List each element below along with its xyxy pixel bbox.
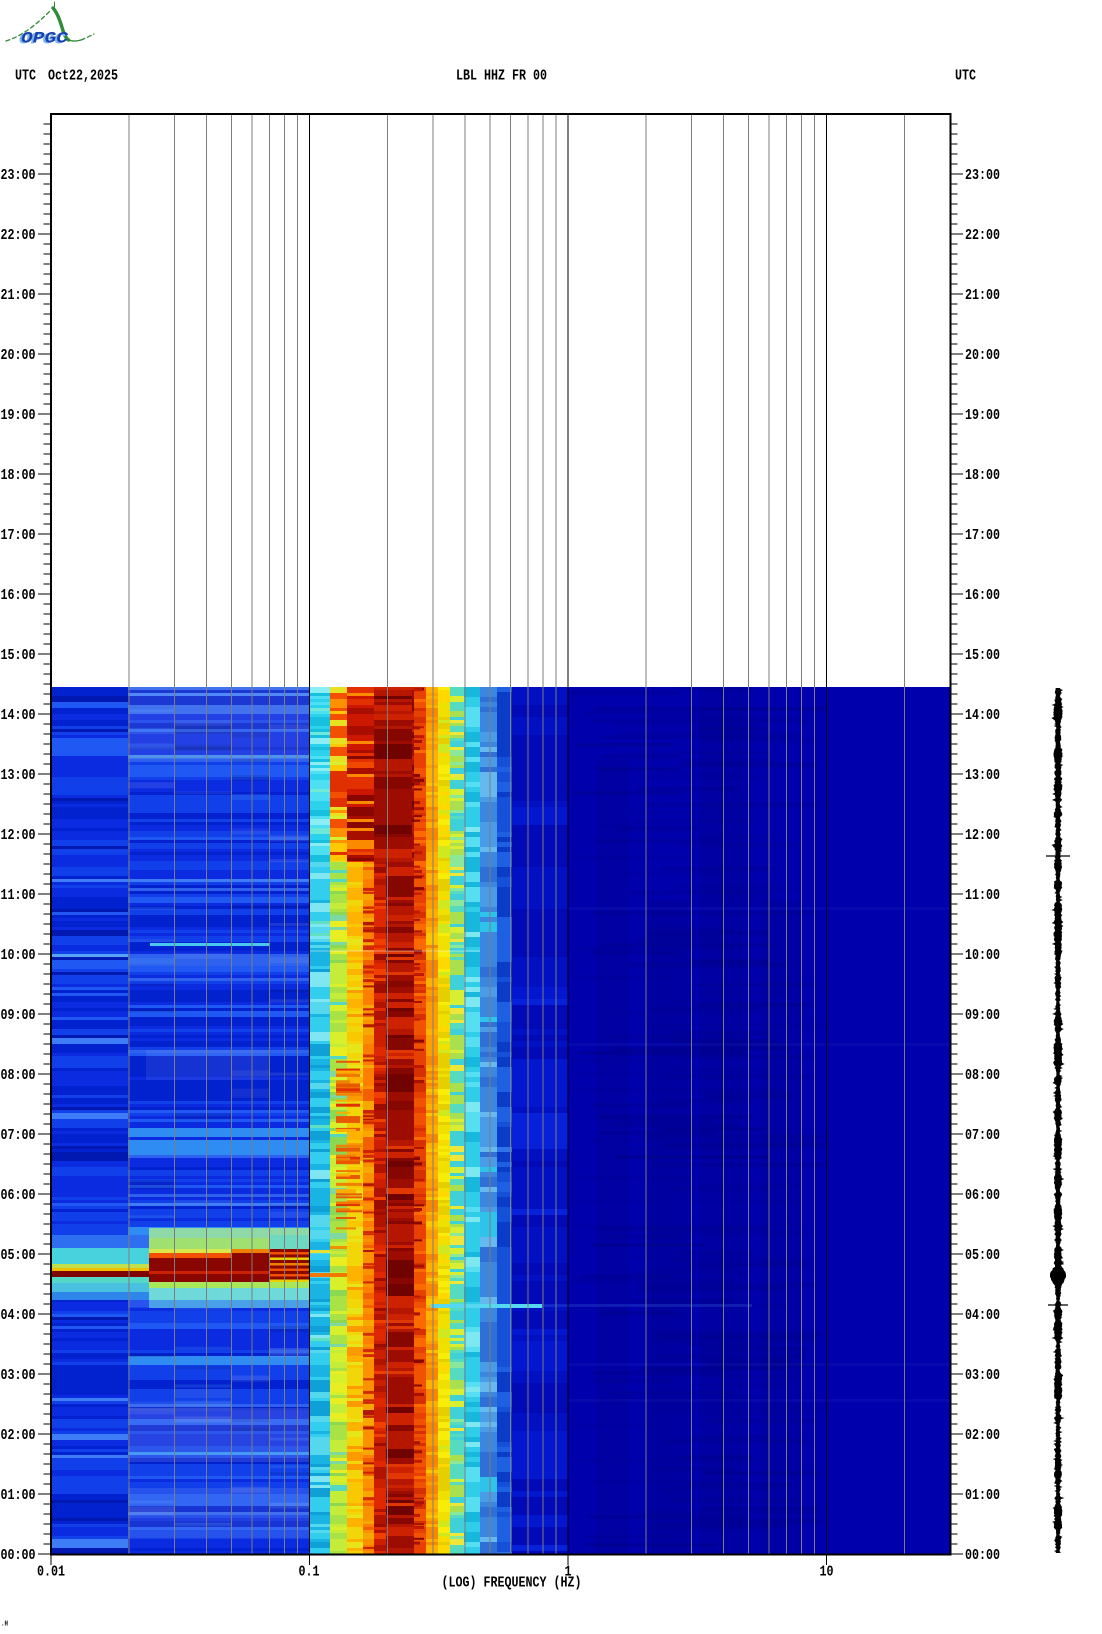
svg-text:16:00: 16:00 — [1, 587, 36, 604]
svg-text:09:00: 09:00 — [1, 1007, 36, 1024]
svg-text:15:00: 15:00 — [1, 647, 36, 664]
svg-text:0.1: 0.1 — [299, 1564, 320, 1581]
svg-text:20:00: 20:00 — [1, 347, 36, 364]
svg-text:19:00: 19:00 — [965, 407, 1000, 424]
svg-text:07:00: 07:00 — [1, 1127, 36, 1144]
svg-text:10:00: 10:00 — [1, 947, 36, 964]
svg-text:05:00: 05:00 — [1, 1247, 36, 1264]
svg-text:02:00: 02:00 — [1, 1427, 36, 1444]
svg-text:17:00: 17:00 — [965, 527, 1000, 544]
svg-text:01:00: 01:00 — [965, 1487, 1000, 1504]
svg-text:14:00: 14:00 — [1, 707, 36, 724]
svg-text:10: 10 — [820, 1564, 834, 1581]
svg-text:22:00: 22:00 — [1, 227, 36, 244]
svg-text:00:00: 00:00 — [965, 1547, 1000, 1564]
svg-text:12:00: 12:00 — [965, 827, 1000, 844]
svg-text:22:00: 22:00 — [965, 227, 1000, 244]
svg-text:08:00: 08:00 — [1, 1067, 36, 1084]
svg-text:10:00: 10:00 — [965, 947, 1000, 964]
svg-text:.H: .H — [1, 1621, 8, 1629]
svg-text:18:00: 18:00 — [965, 467, 1000, 484]
svg-text:13:00: 13:00 — [965, 767, 1000, 784]
svg-text:03:00: 03:00 — [1, 1367, 36, 1384]
svg-text:UTC: UTC — [955, 68, 976, 85]
svg-text:OPGC: OPGC — [19, 31, 66, 49]
svg-text:13:00: 13:00 — [1, 767, 36, 784]
svg-text:18:00: 18:00 — [1, 467, 36, 484]
svg-text:08:00: 08:00 — [965, 1067, 1000, 1084]
svg-text:16:00: 16:00 — [965, 587, 1000, 604]
svg-text:21:00: 21:00 — [965, 287, 1000, 304]
svg-text:LBL HHZ FR 00: LBL HHZ FR 00 — [456, 68, 547, 85]
svg-text:04:00: 04:00 — [1, 1307, 36, 1324]
svg-text:0.01: 0.01 — [37, 1564, 65, 1581]
svg-text:06:00: 06:00 — [1, 1187, 36, 1204]
svg-text:07:00: 07:00 — [965, 1127, 1000, 1144]
svg-text:Oct22,2025: Oct22,2025 — [48, 68, 118, 85]
svg-text:1: 1 — [565, 1564, 572, 1581]
svg-text:15:00: 15:00 — [965, 647, 1000, 664]
svg-text:06:00: 06:00 — [965, 1187, 1000, 1204]
svg-text:04:00: 04:00 — [965, 1307, 1000, 1324]
svg-text:19:00: 19:00 — [1, 407, 36, 424]
svg-text:21:00: 21:00 — [1, 287, 36, 304]
svg-text:09:00: 09:00 — [965, 1007, 1000, 1024]
svg-text:11:00: 11:00 — [965, 887, 1000, 904]
svg-text:(LOG) FREQUENCY (HZ): (LOG) FREQUENCY (HZ) — [442, 1575, 582, 1592]
svg-text:12:00: 12:00 — [1, 827, 36, 844]
svg-text:OPGC: OPGC — [21, 30, 68, 48]
svg-text:14:00: 14:00 — [965, 707, 1000, 724]
svg-text:05:00: 05:00 — [965, 1247, 1000, 1264]
svg-text:23:00: 23:00 — [965, 167, 1000, 184]
svg-text:02:00: 02:00 — [965, 1427, 1000, 1444]
svg-text:03:00: 03:00 — [965, 1367, 1000, 1384]
svg-text:11:00: 11:00 — [1, 887, 36, 904]
svg-text:20:00: 20:00 — [965, 347, 1000, 364]
svg-text:UTC: UTC — [15, 68, 36, 85]
svg-text:23:00: 23:00 — [1, 167, 36, 184]
svg-text:00:00: 00:00 — [1, 1547, 36, 1564]
svg-text:17:00: 17:00 — [1, 527, 36, 544]
svg-text:01:00: 01:00 — [1, 1487, 36, 1504]
